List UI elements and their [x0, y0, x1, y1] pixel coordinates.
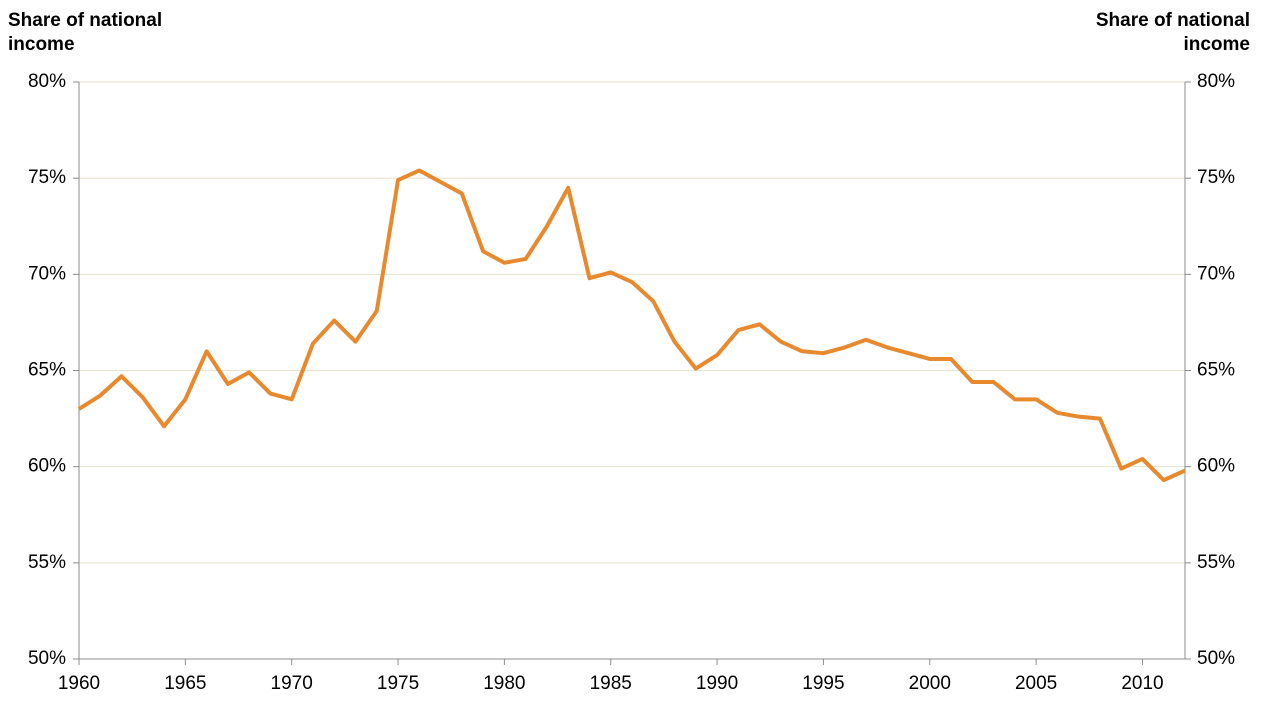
x-tick-label: 1965 — [164, 673, 206, 694]
y-tick-label: 60% — [28, 456, 66, 477]
y2-tick-label: 55% — [1197, 552, 1235, 573]
y2-tick-label: 65% — [1197, 360, 1235, 381]
y-tick-label: 55% — [28, 552, 66, 573]
x-tick-label: 1980 — [483, 673, 525, 694]
y2-tick-label: 70% — [1197, 263, 1235, 284]
x-tick-label: 1960 — [58, 673, 100, 694]
y2-tick-label: 75% — [1197, 167, 1235, 188]
x-tick-label: 1995 — [802, 673, 844, 694]
y-tick-label: 65% — [28, 360, 66, 381]
x-tick-label: 2005 — [1015, 673, 1057, 694]
y2-axis-title: Share of national income — [1095, 10, 1250, 55]
x-tick-label: 1970 — [271, 673, 313, 694]
x-tick-label: 2010 — [1121, 673, 1163, 694]
y-tick-label: 75% — [28, 167, 66, 188]
x-tick-label: 2000 — [909, 673, 951, 694]
x-tick-label: 1990 — [696, 673, 738, 694]
y-tick-label: 70% — [28, 263, 66, 284]
line — [77, 168, 1186, 483]
y-tick-label: 50% — [28, 648, 66, 669]
y-axis-title: Share of national income — [8, 10, 163, 55]
x-tick-label: 1975 — [377, 673, 419, 694]
y2-tick-label: 80% — [1197, 71, 1235, 92]
y-tick-label: 80% — [28, 71, 66, 92]
y2-tick-label: 50% — [1197, 648, 1235, 669]
x-tick-label: 1985 — [590, 673, 632, 694]
y2-tick-label: 60% — [1197, 456, 1235, 477]
